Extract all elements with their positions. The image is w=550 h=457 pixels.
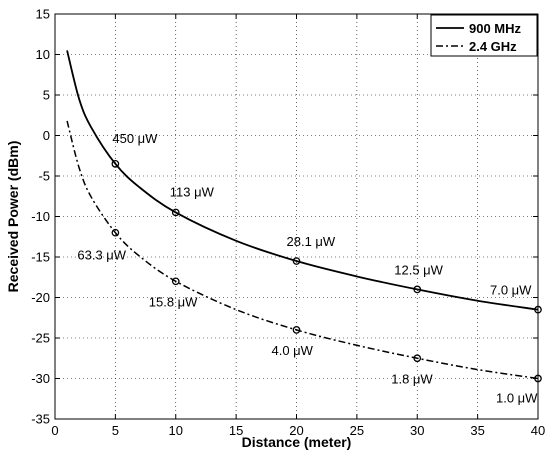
y-tick-label: -20 (31, 290, 50, 305)
x-tick-label: 10 (169, 423, 183, 438)
data-label-2-4-ghz: 1.0 μW (496, 391, 538, 406)
data-label-900-mhz: 12.5 μW (394, 262, 443, 277)
grid (55, 14, 538, 419)
y-axis-label: Received Power (dBm) (5, 141, 21, 293)
x-tick-label: 0 (51, 423, 58, 438)
y-tick-label: 5 (43, 88, 50, 103)
data-point-900-mhz (292, 257, 301, 265)
series-line-2-4-ghz (66, 120, 539, 380)
x-tick-label: 20 (289, 423, 303, 438)
x-tick-label: 25 (350, 423, 364, 438)
y-tick-label: -15 (31, 250, 50, 265)
data-point-2-4-ghz (111, 228, 120, 237)
data-point-2-4-ghz (292, 326, 301, 334)
y-tick-label: 10 (36, 47, 50, 62)
data-point-900-mhz (413, 285, 422, 294)
legend-label-2-4ghz: 2.4 GHz (469, 39, 517, 54)
legend-label-900mhz: 900 MHz (469, 21, 522, 36)
y-tick-label: -25 (31, 331, 50, 346)
x-tick-label: 40 (531, 423, 545, 438)
series-line-900-mhz (66, 50, 539, 311)
axis-ticks: 0 5 10 15 20 25 30 35 40 15 10 5 0 -5 -10 -15 -20 -25 -30 -… (31, 7, 545, 439)
x-tick-label: 30 (410, 423, 424, 438)
x-axis-label: Distance (meter) (242, 434, 352, 450)
x-tick-label: 35 (470, 423, 484, 438)
legend: 900 MHz 2.4 GHz (430, 14, 538, 57)
legend-box (430, 14, 538, 57)
plot-frame (54, 13, 539, 420)
data-label-900-mhz: 450 μW (112, 131, 158, 146)
data-label-900-mhz: 7.0 μW (490, 283, 532, 298)
data-label-2-4-ghz: 15.8 μW (149, 294, 198, 309)
data-label-900-mhz: 28.1 μW (287, 234, 336, 249)
data-label-2-4-ghz: 1.8 μW (391, 371, 433, 386)
x-tick-label: 5 (112, 423, 119, 438)
plot-area: 450 μW 113 μW 28.1 μW 12.5 μW 7.0 μW 63.3 μW 1… (66, 50, 542, 406)
y-tick-label: 15 (36, 7, 50, 22)
data-point-2-4-ghz (413, 354, 422, 363)
data-point-900-mhz (111, 160, 120, 168)
data-label-2-4-ghz: 4.0 μW (272, 343, 314, 358)
y-tick-label: 0 (43, 128, 50, 143)
data-point-900-mhz (171, 208, 180, 217)
data-label-2-4-ghz: 63.3 μW (77, 248, 126, 263)
data-point-2-4-ghz (171, 277, 180, 286)
y-tick-label: -35 (31, 412, 50, 427)
data-label-900-mhz: 113 μW (170, 184, 215, 199)
y-tick-label: -5 (38, 169, 50, 184)
y-tick-label: -10 (31, 209, 50, 224)
x-tick-label: 15 (229, 423, 243, 438)
y-tick-label: -30 (31, 371, 50, 386)
